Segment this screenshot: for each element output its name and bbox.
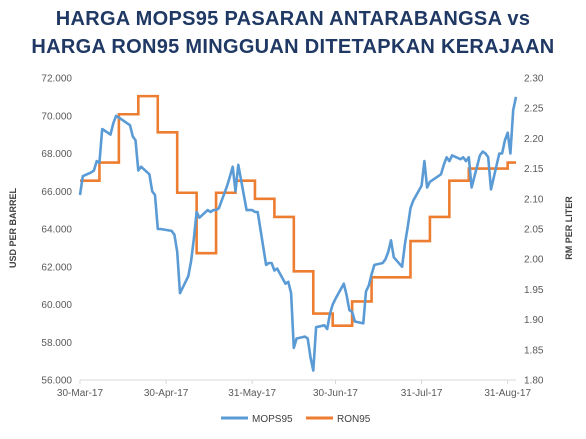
right-axis-label: RM PER LITER	[564, 196, 574, 260]
x-axis-ticks: 30-Mar-17 30-Apr-17 31-May-17 30-Jun-17 31-J…	[57, 380, 531, 399]
x-tick-label: 31-Jul-17	[401, 388, 443, 399]
legend: MOPS95 RON95	[221, 414, 371, 425]
chart-title-line1: HARGA MOPS95 PASARAN ANTARABANGSA vs	[55, 8, 531, 30]
x-tick-label: 30-Jun-17	[313, 388, 358, 399]
right-tick-label: 2.00	[524, 255, 544, 266]
x-tick-label: 30-Apr-17	[144, 388, 189, 399]
left-axis-ticks: 72.000 70.000 68.000 66.000 64.000 62.000 60.0…	[41, 74, 72, 387]
x-tick-label: 31-Aug-17	[484, 388, 531, 399]
right-tick-label: 2.15	[524, 164, 544, 175]
right-axis-ticks: 2.30 2.25 2.20 2.15 2.10 2.05 2.00 1.95 1.90 1.85…	[524, 74, 544, 387]
left-tick-label: 70.000	[41, 111, 72, 122]
left-tick-label: 60.000	[41, 300, 72, 311]
left-tick-label: 64.000	[41, 225, 72, 236]
right-tick-label: 2.10	[524, 194, 544, 205]
left-tick-label: 66.000	[41, 187, 72, 198]
left-tick-label: 58.000	[41, 338, 72, 349]
series-line-ron95	[80, 94, 516, 327]
left-axis-label: USD PER BARREL	[8, 187, 18, 268]
right-tick-label: 2.20	[524, 134, 544, 145]
left-tick-label: 68.000	[41, 149, 72, 160]
right-tick-label: 1.95	[524, 285, 544, 296]
series-layer	[78, 94, 518, 372]
left-tick-label: 56.000	[41, 376, 72, 387]
chart-title-line2: HARGA RON95 MINGGUAN DITETAPKAN KERAJAAN	[31, 36, 555, 58]
series-line-mops95	[78, 96, 518, 372]
legend-label-mops95: MOPS95	[252, 414, 293, 425]
right-tick-label: 1.80	[524, 376, 544, 387]
right-tick-label: 2.30	[524, 74, 544, 85]
left-tick-label: 72.000	[41, 74, 72, 85]
left-tick-label: 62.000	[41, 262, 72, 273]
right-tick-label: 2.05	[524, 225, 544, 236]
x-tick-label: 30-Mar-17	[57, 388, 104, 399]
right-tick-label: 1.85	[524, 345, 544, 356]
right-tick-label: 2.25	[524, 104, 544, 115]
x-tick-label: 31-May-17	[228, 388, 276, 399]
right-tick-label: 1.90	[524, 315, 544, 326]
legend-label-ron95: RON95	[337, 414, 371, 425]
